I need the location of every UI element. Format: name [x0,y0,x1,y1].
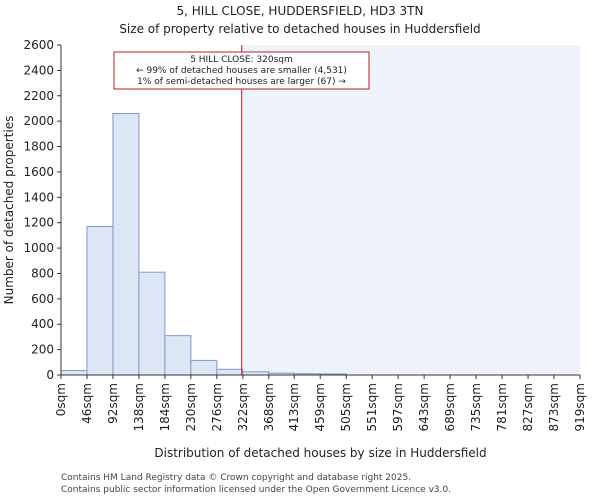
y-tick-label: 400 [31,317,54,331]
y-tick-label: 1800 [23,140,54,154]
x-tick-label: 643sqm [417,383,431,431]
y-tick-label: 1400 [23,190,54,204]
y-tick-label: 1200 [23,216,54,230]
bar-92sqm [112,113,140,376]
chart-title-line-1: 5, HILL CLOSE, HUDDERSFIELD, HD3 3TN [177,4,424,18]
bar-138sqm [138,271,166,376]
x-tick-label: 781sqm [495,383,509,431]
bar-276sqm [216,368,244,376]
x-tick-label: 459sqm [313,383,327,431]
y-axis-label: Number of detached properties [2,116,16,305]
chart-title-line-2: Size of property relative to detached ho… [119,22,480,36]
y-tick-label: 600 [31,292,54,306]
x-tick-label: 413sqm [287,383,301,431]
y-tick-label: 800 [31,266,54,280]
annotation-line-3: 1% of semi-detached houses are larger (6… [137,77,346,87]
y-tick-label: 1600 [23,165,54,179]
chart-title: 5, HILL CLOSE, HUDDERSFIELD, HD3 3TN Siz… [119,4,480,36]
bar-184sqm [164,335,192,376]
bar-46sqm [86,226,114,376]
bars-group [60,113,347,376]
x-tick-label: 689sqm [443,383,457,431]
x-tick-label: 46sqm [80,383,94,424]
y-tick-label: 1000 [23,241,54,255]
annotation-border [113,51,370,90]
y-tick-label: 2600 [23,38,54,52]
annotation-line-2: ← 99% of detached houses are smaller (4,… [136,66,347,76]
y-tick-label: 200 [31,343,54,357]
y-tick-label: 2000 [23,114,54,128]
x-tick-label: 505sqm [339,383,353,431]
y-tick-label: 0 [46,368,54,382]
x-tick-label: 276sqm [210,383,224,431]
bar-230sqm [190,359,218,376]
footer-copyright-line: Contains HM Land Registry data © Crown c… [61,473,412,483]
x-tick-label: 184sqm [158,383,172,431]
x-tick-label: 919sqm [573,383,587,431]
x-axis-ticks: 0sqm 46sqm 92sqm 138sqm 184sqm 230sqm 276sqm 32… [54,375,587,431]
x-tick-label: 138sqm [132,383,146,431]
x-axis-label: Distribution of detached houses by size … [154,446,486,460]
x-tick-label: 735sqm [469,383,483,431]
x-tick-label: 551sqm [365,383,379,431]
footer-licence-line: Contains public sector information licen… [61,485,452,495]
x-tick-label: 322sqm [236,383,250,431]
x-tick-label: 368sqm [262,383,276,431]
x-tick-label: 92sqm [106,383,120,424]
y-axis-ticks: 0 200 400 600 800 1000 1200 1400 1600 1800 2000 220… [23,38,61,382]
annotation-box: 5 HILL CLOSE: 320sqm ← 99% of detached h… [113,51,370,90]
x-tick-label: 827sqm [521,383,535,431]
y-tick-label: 2400 [23,63,54,77]
x-tick-label: 597sqm [391,383,405,431]
x-tick-label: 873sqm [547,383,561,431]
bar-0sqm [60,370,88,376]
x-tick-label: 0sqm [54,383,68,416]
x-tick-label: 230sqm [184,383,198,431]
annotation-line-1: 5 HILL CLOSE: 320sqm [190,55,293,65]
y-tick-label: 2200 [23,89,54,103]
larger-than-property-shade [241,45,580,375]
